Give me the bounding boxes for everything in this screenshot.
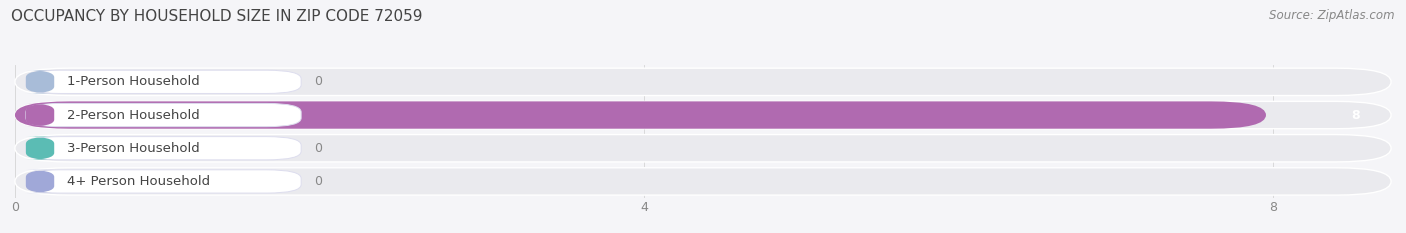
Text: 0: 0 [314, 75, 322, 88]
Text: 4+ Person Household: 4+ Person Household [67, 175, 209, 188]
Text: 8: 8 [1351, 109, 1360, 122]
FancyBboxPatch shape [15, 101, 1265, 129]
Text: 2-Person Household: 2-Person Household [67, 109, 200, 122]
FancyBboxPatch shape [25, 137, 55, 160]
FancyBboxPatch shape [25, 103, 55, 127]
Text: OCCUPANCY BY HOUSEHOLD SIZE IN ZIP CODE 72059: OCCUPANCY BY HOUSEHOLD SIZE IN ZIP CODE … [11, 9, 423, 24]
FancyBboxPatch shape [25, 70, 55, 93]
Text: Source: ZipAtlas.com: Source: ZipAtlas.com [1270, 9, 1395, 22]
FancyBboxPatch shape [25, 70, 301, 93]
FancyBboxPatch shape [25, 137, 301, 160]
Text: 3-Person Household: 3-Person Household [67, 142, 200, 155]
FancyBboxPatch shape [15, 68, 1391, 96]
FancyBboxPatch shape [15, 101, 1391, 129]
Text: 0: 0 [314, 175, 322, 188]
FancyBboxPatch shape [25, 103, 301, 127]
FancyBboxPatch shape [15, 135, 1391, 162]
Text: 0: 0 [314, 142, 322, 155]
FancyBboxPatch shape [15, 168, 1391, 195]
FancyBboxPatch shape [25, 170, 301, 193]
FancyBboxPatch shape [25, 170, 55, 193]
Text: 1-Person Household: 1-Person Household [67, 75, 200, 88]
